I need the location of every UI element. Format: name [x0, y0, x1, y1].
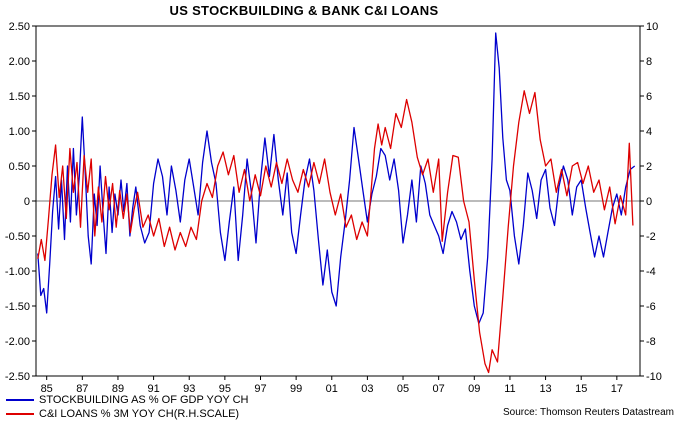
- legend-item-ci-loans: C&I LOANS % 3M YOY CH(R.H.SCALE): [6, 407, 248, 421]
- legend-label-ci-loans: C&I LOANS % 3M YOY CH(R.H.SCALE): [39, 408, 240, 420]
- right-tick-label: -2: [646, 231, 656, 243]
- right-tick-label: 4: [646, 126, 652, 138]
- left-tick-label: -2.00: [5, 336, 30, 348]
- legend-swatch: [6, 399, 34, 401]
- right-tick-label: -10: [646, 371, 662, 383]
- left-tick-label: -1.50: [5, 301, 30, 313]
- right-tick-label: 10: [646, 21, 658, 33]
- x-tick-label: 17: [611, 383, 623, 395]
- x-tick-label: 15: [575, 383, 587, 395]
- left-tick-label: -0.50: [5, 231, 30, 243]
- x-tick-label: 99: [290, 383, 302, 395]
- left-tick-label: -1.00: [5, 266, 30, 278]
- chart-legend: STOCKBUILDING AS % OF GDP YOY CH C&I LOA…: [6, 393, 248, 421]
- x-tick-label: 05: [397, 383, 409, 395]
- x-tick-label: 93: [183, 383, 195, 395]
- x-tick-label: 07: [433, 383, 445, 395]
- x-tick-label: 01: [326, 383, 338, 395]
- left-tick-label: 0: [24, 196, 30, 208]
- x-tick-label: 91: [147, 383, 159, 395]
- left-tick-label: 2.50: [9, 21, 30, 33]
- x-tick-label: 13: [539, 383, 551, 395]
- x-tick-label: 09: [468, 383, 480, 395]
- left-tick-label: -2.50: [5, 371, 30, 383]
- x-tick-label: 11: [504, 383, 515, 395]
- series-line-1: [37, 90, 634, 374]
- right-tick-label: 0: [646, 196, 652, 208]
- x-tick-label: 89: [112, 383, 124, 395]
- right-tick-label: -8: [646, 336, 656, 348]
- series-line-0: [37, 32, 636, 325]
- right-tick-label: -4: [646, 266, 656, 278]
- x-tick-label: 97: [254, 383, 266, 395]
- x-tick-label: 95: [219, 383, 231, 395]
- right-tick-label: -6: [646, 301, 656, 313]
- x-tick-label: 85: [41, 383, 53, 395]
- right-tick-label: 8: [646, 56, 652, 68]
- legend-label-stockbuilding: STOCKBUILDING AS % OF GDP YOY CH: [39, 394, 249, 406]
- x-tick-label: 03: [361, 383, 373, 395]
- left-tick-label: 0.50: [9, 161, 30, 173]
- chart-title: US STOCKBUILDING & BANK C&I LOANS: [169, 3, 439, 18]
- plot-svg: 2.50 2.00 1.50 1.00 0.50 0 -0.50 -1.00 -1.50 -2.0…: [5, 21, 662, 395]
- left-tick-label: 1.00: [9, 126, 30, 138]
- right-tick-label: 6: [646, 91, 652, 103]
- legend-item-stockbuilding: STOCKBUILDING AS % OF GDP YOY CH: [6, 393, 248, 407]
- left-tick-label: 1.50: [9, 91, 30, 103]
- right-tick-label: 2: [646, 161, 652, 173]
- legend-swatch: [6, 413, 34, 415]
- x-tick-label: 87: [76, 383, 88, 395]
- source-text: Source: Thomson Reuters Datastream: [502, 407, 674, 418]
- left-tick-label: 2.00: [9, 56, 30, 68]
